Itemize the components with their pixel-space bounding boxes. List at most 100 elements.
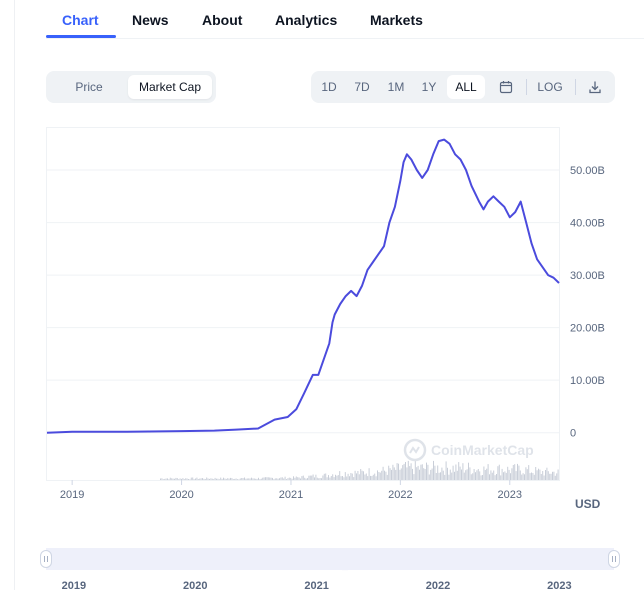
volume-bar [535, 467, 537, 480]
range-toolbar: 1D 7D 1M 1Y ALL LOG [311, 71, 615, 103]
volume-bar [396, 463, 398, 480]
navigator-right-handle[interactable] [608, 550, 620, 568]
volume-bar [266, 477, 268, 480]
volume-bar [216, 478, 217, 480]
market-cap-line [46, 138, 560, 434]
tab-about[interactable]: About [202, 12, 243, 28]
volume-bar [167, 478, 168, 480]
volume-bar [441, 467, 443, 480]
volume-bar [245, 478, 247, 480]
volume-bar [445, 461, 447, 480]
volume-bar [193, 479, 195, 480]
volume-bar [274, 478, 276, 480]
volume-bar [391, 469, 392, 480]
volume-bar [448, 474, 450, 480]
range-1y-button[interactable]: 1Y [421, 80, 437, 94]
volume-bar [189, 479, 191, 480]
volume-bar [427, 464, 429, 480]
volume-bar [291, 478, 293, 480]
volume-bar [246, 478, 248, 480]
calendar-icon[interactable] [494, 75, 518, 99]
chart-type-toggle: Price Market Cap [46, 71, 216, 103]
volume-bar [413, 474, 415, 480]
navigator-left-handle[interactable] [40, 550, 52, 568]
volume-bar [381, 470, 383, 480]
volume-bar [431, 468, 433, 480]
volume-bar [217, 478, 219, 480]
volume-bar [392, 464, 394, 480]
volume-bar [456, 470, 458, 480]
volume-bar [228, 478, 230, 480]
volume-bar [384, 470, 385, 480]
volume-bar [385, 471, 387, 480]
range-1d-button[interactable]: 1D [321, 80, 337, 94]
volume-bar [540, 474, 542, 480]
tab-analytics[interactable]: Analytics [275, 12, 338, 28]
volume-bar [370, 475, 371, 480]
tab-chart[interactable]: Chart [62, 12, 99, 28]
volume-bar [454, 471, 455, 480]
download-icon[interactable] [583, 75, 607, 99]
volume-bar [552, 471, 553, 480]
volume-bar [185, 478, 187, 480]
time-navigator[interactable] [46, 548, 614, 570]
volume-bar [470, 474, 472, 480]
volume-bar [512, 465, 514, 480]
volume-bar [255, 478, 257, 480]
volume-bar [378, 472, 380, 480]
volume-bar [421, 464, 423, 480]
volume-bar [284, 476, 286, 480]
volume-bar [249, 478, 251, 480]
watermark-text: CoinMarketCap [431, 442, 534, 458]
volume-bar [553, 471, 555, 480]
volume-bar [179, 478, 181, 480]
volume-bar [490, 470, 492, 480]
volume-bar [267, 477, 269, 480]
volume-bar [248, 478, 250, 480]
volume-bar [175, 477, 177, 480]
volume-bar [295, 476, 297, 480]
range-all-button[interactable]: ALL [447, 75, 485, 99]
volume-bar [209, 478, 210, 480]
volume-bar [524, 474, 525, 480]
volume-bar [357, 471, 359, 480]
volume-bar [423, 468, 425, 480]
y-tick-label: 10.00B [570, 375, 605, 387]
price-toggle-button[interactable]: Price [75, 80, 103, 94]
volume-bar [379, 472, 381, 480]
volume-bar [169, 477, 171, 480]
tab-markets[interactable]: Markets [370, 12, 423, 28]
volume-bar [419, 469, 420, 480]
chart-frame [46, 127, 560, 481]
volume-bar [505, 472, 507, 480]
tab-news[interactable]: News [132, 12, 169, 28]
log-scale-button[interactable]: LOG [537, 80, 563, 94]
volume-bar [368, 468, 370, 480]
volume-bar [319, 478, 321, 480]
volume-bar [256, 478, 258, 480]
volume-bar [227, 478, 229, 480]
volume-bar [305, 478, 307, 480]
volume-bar [202, 478, 203, 480]
market-cap-toggle-button[interactable]: Market Cap [128, 75, 212, 99]
volume-bar [430, 469, 432, 480]
volume-bar [332, 474, 334, 480]
volume-bar [543, 475, 545, 480]
volume-bar [239, 478, 241, 480]
volume-bar [178, 479, 180, 480]
volume-bar [479, 471, 481, 480]
range-1m-button[interactable]: 1M [387, 80, 405, 94]
volume-bar [550, 473, 552, 480]
volume-bar [449, 469, 451, 480]
volume-bar [218, 479, 220, 480]
x-tick-label: 2021 [279, 489, 303, 501]
volume-bar [263, 477, 265, 480]
volume-bar [484, 470, 486, 480]
volume-bar [382, 466, 384, 480]
volume-bar [307, 478, 308, 480]
volume-bar [244, 477, 245, 480]
range-7d-button[interactable]: 7D [354, 80, 370, 94]
volume-bar [409, 466, 411, 480]
coinmarketcap-watermark: CoinMarketCap [403, 438, 534, 462]
